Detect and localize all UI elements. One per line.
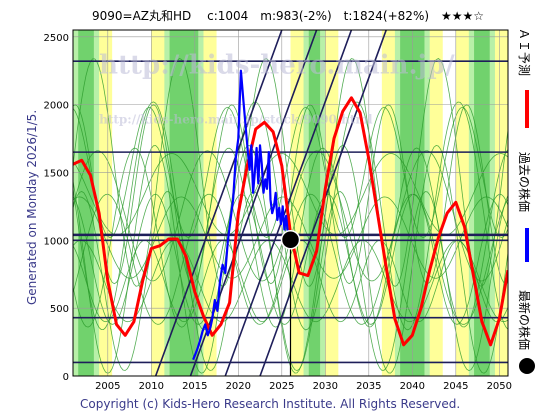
x-tick-label: 2040 xyxy=(400,381,425,392)
x-tick-label: 2005 xyxy=(95,381,120,392)
y-tick-label: 2000 xyxy=(44,101,69,112)
x-tick-label: 2035 xyxy=(356,381,381,392)
x-tick-label: 2050 xyxy=(487,381,512,392)
cycle-curve xyxy=(73,153,508,236)
copyright-text: Copyright (c) Kids-Hero Research Institu… xyxy=(80,397,460,411)
plot-content: http://kids-hero.main.jp/http://kids-her… xyxy=(73,30,508,376)
price-line xyxy=(192,69,292,361)
x-tick-label: 2030 xyxy=(313,381,338,392)
legend-past-price-label: 過去の株価 xyxy=(517,152,532,212)
x-tick-label: 2010 xyxy=(139,381,164,392)
legend-latest-price-label: 最新の株価 xyxy=(517,290,532,350)
generated-label: Generated on Monday 2026/1/5. xyxy=(25,110,39,305)
latest-price-marker xyxy=(280,230,301,250)
x-tick-label: 2015 xyxy=(182,381,207,392)
cycle-curve xyxy=(73,196,508,279)
green-band xyxy=(78,30,94,376)
watermark-text: http://kids-hero.main.jp/ xyxy=(99,50,455,80)
legend: ＡＩ予測 過去の株価 最新の株価 xyxy=(517,28,535,374)
legend-latest-price-marker xyxy=(519,358,535,374)
y-tick-label: 0 xyxy=(63,372,69,383)
plot-area: http://kids-hero.main.jp/http://kids-her… xyxy=(72,29,509,377)
x-tick-label: 2045 xyxy=(443,381,468,392)
x-tick-label: 2025 xyxy=(269,381,294,392)
y-axis-ticks: 0 500 1000 1500 2000 2500 xyxy=(44,33,69,383)
chart-title: 9090=AZ丸和HD c:1004 m:983(-2%) t:1824(+82… xyxy=(92,9,484,23)
green-band xyxy=(308,30,321,376)
x-axis-ticks: 2005 2010 2015 2020 2025 2030 2035 2040 2045 2050 xyxy=(95,381,512,392)
x-tick-label: 2020 xyxy=(226,381,251,392)
y-tick-label: 1500 xyxy=(44,168,69,179)
y-tick-label: 2500 xyxy=(44,33,69,44)
y-tick-label: 1000 xyxy=(44,236,69,247)
plot-frame xyxy=(72,29,509,377)
y-tick-label: 500 xyxy=(50,304,69,315)
cycle-curve xyxy=(73,106,508,239)
cycle-curve xyxy=(73,104,508,285)
watermark-text-2: http://kids-hero.main.jp/stock/9090.html xyxy=(99,113,373,127)
legend-ai-forecast-label: ＡＩ予測 xyxy=(517,28,531,76)
